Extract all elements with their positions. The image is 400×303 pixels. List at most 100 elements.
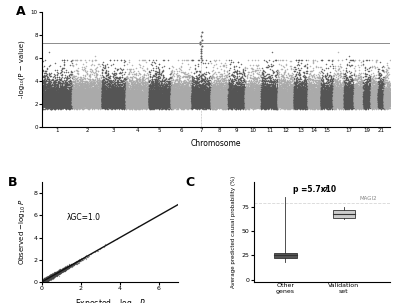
Point — [94, 80, 100, 85]
Point — [246, 69, 252, 74]
Point — [134, 87, 141, 92]
Point — [180, 98, 187, 103]
Point — [316, 97, 323, 102]
Point — [296, 92, 302, 97]
Point — [122, 99, 128, 104]
Point — [214, 103, 221, 108]
Point — [78, 83, 84, 88]
Point — [110, 101, 116, 106]
Point — [74, 100, 80, 105]
Point — [384, 93, 390, 98]
Point — [157, 87, 164, 92]
Point — [262, 94, 268, 98]
Point — [156, 88, 162, 93]
Point — [327, 103, 333, 108]
Point — [56, 271, 62, 276]
Point — [202, 97, 209, 102]
Point — [340, 99, 347, 104]
Point — [106, 93, 112, 98]
Point — [219, 99, 225, 104]
Point — [69, 102, 75, 106]
Point — [277, 84, 283, 89]
Point — [376, 84, 382, 89]
Point — [348, 95, 354, 99]
Point — [66, 98, 73, 103]
Point — [252, 92, 259, 97]
Point — [44, 278, 50, 282]
Point — [131, 97, 137, 102]
Point — [200, 96, 206, 101]
Point — [385, 98, 392, 103]
Point — [160, 100, 167, 105]
Point — [250, 96, 256, 101]
Point — [250, 94, 256, 98]
Point — [58, 99, 64, 104]
Point — [294, 95, 300, 100]
Point — [208, 94, 214, 99]
Point — [84, 94, 90, 99]
Point — [136, 101, 143, 106]
Point — [91, 96, 97, 101]
Point — [47, 94, 54, 99]
Point — [126, 102, 132, 107]
Point — [386, 92, 393, 96]
Point — [75, 103, 81, 108]
Point — [348, 101, 354, 106]
Point — [330, 98, 336, 102]
Point — [149, 96, 155, 101]
Point — [58, 100, 64, 105]
Point — [98, 101, 104, 106]
Point — [345, 99, 352, 104]
Point — [52, 96, 58, 101]
Point — [108, 89, 114, 94]
Point — [223, 103, 230, 108]
Point — [134, 101, 141, 106]
Point — [182, 92, 188, 97]
Point — [148, 104, 154, 109]
Point — [113, 83, 120, 88]
Point — [276, 97, 282, 102]
Point — [292, 74, 298, 79]
Point — [40, 279, 46, 284]
Point — [190, 90, 196, 95]
Point — [216, 98, 222, 102]
Point — [160, 97, 166, 102]
Point — [148, 91, 154, 96]
Point — [277, 87, 284, 92]
Point — [272, 101, 278, 105]
Point — [195, 103, 201, 108]
Point — [59, 90, 65, 95]
Point — [139, 90, 146, 95]
Point — [91, 104, 98, 109]
Point — [282, 92, 288, 97]
Point — [307, 93, 314, 98]
Point — [174, 100, 180, 105]
Point — [311, 92, 317, 97]
Point — [356, 96, 362, 101]
Point — [167, 93, 174, 98]
Point — [106, 81, 112, 86]
Point — [346, 98, 353, 102]
Point — [154, 80, 160, 85]
Point — [42, 278, 48, 282]
Point — [145, 103, 152, 108]
Point — [244, 99, 251, 104]
Point — [241, 95, 248, 100]
Point — [384, 101, 390, 105]
Point — [349, 86, 356, 91]
Point — [150, 102, 156, 107]
Point — [238, 93, 244, 98]
Point — [161, 91, 167, 96]
Point — [373, 97, 379, 102]
Point — [233, 92, 240, 96]
Point — [180, 89, 186, 94]
Point — [106, 103, 112, 108]
Point — [306, 76, 312, 81]
Point — [104, 93, 110, 98]
Point — [153, 75, 159, 80]
Point — [47, 95, 54, 100]
Point — [310, 95, 317, 100]
Point — [80, 87, 86, 92]
Point — [42, 278, 49, 283]
Point — [147, 103, 153, 108]
